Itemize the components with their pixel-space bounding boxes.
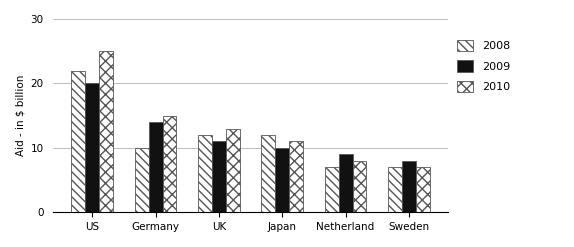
Bar (339, 154, 352, 212)
Bar (416, 167, 430, 212)
Bar (276, 148, 289, 212)
Y-axis label: Aid - in $ billion: Aid - in $ billion (15, 75, 25, 156)
Bar (352, 161, 366, 212)
Bar (325, 167, 339, 212)
Bar (135, 148, 149, 212)
Bar (212, 142, 226, 212)
Bar (402, 161, 416, 212)
Bar (198, 135, 212, 212)
Bar (261, 135, 276, 212)
Bar (162, 116, 176, 212)
Bar (388, 167, 402, 212)
Bar (149, 122, 162, 212)
Bar (99, 51, 113, 212)
Bar (71, 71, 86, 212)
Bar (289, 142, 303, 212)
Bar (226, 128, 240, 212)
Legend: 2008, 2009, 2010: 2008, 2009, 2010 (457, 40, 510, 92)
Bar (86, 83, 99, 212)
